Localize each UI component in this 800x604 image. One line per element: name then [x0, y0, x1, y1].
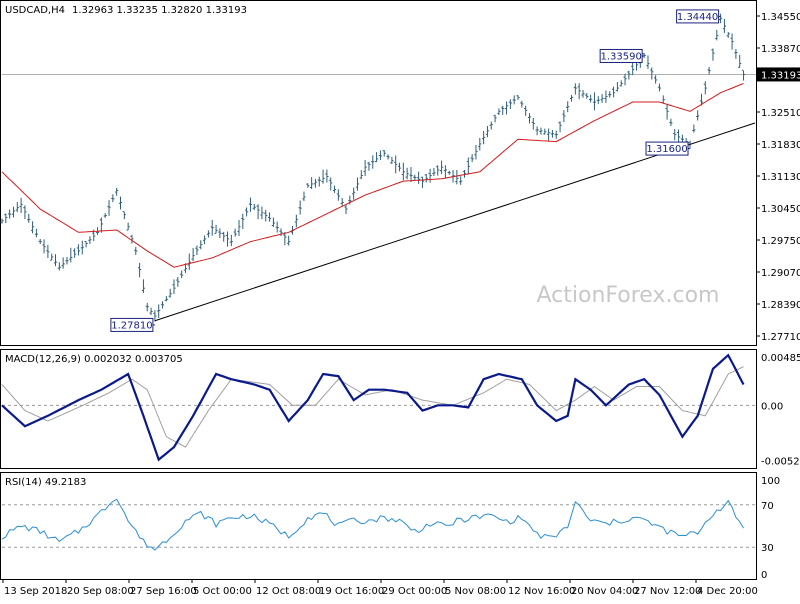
annotation-box: [645, 141, 689, 156]
price-tick-label: 1.27710: [761, 332, 800, 343]
annotation-label: 1.31600: [646, 144, 687, 155]
time-tick-label: 20 Nov 04:00: [571, 586, 638, 597]
annotation-label: 1.27810: [111, 320, 152, 331]
rsi-tick-label: 70: [761, 501, 774, 512]
price-tick-label: 1.29750: [761, 236, 800, 247]
price-layer: 1.34440 1.33590 1.31600 1.27810: [0, 9, 756, 332]
macd-signal-line: [1, 366, 744, 448]
price-tick-label: 1.34550: [761, 12, 800, 23]
time-tick-label: 20 Sep 08:00: [67, 586, 134, 597]
time-tick-label: 5 Nov 08:00: [445, 586, 506, 597]
time-tick-label: 13 Sep 2018: [4, 586, 67, 597]
time-tick-label: 29 Oct 00:00: [382, 586, 447, 597]
macd-tick-label: -0.005284: [761, 457, 800, 468]
symbol-label: USDCAD,H4: [5, 5, 65, 16]
annotation-label: 1.34440: [677, 12, 718, 23]
macd-panel: [0, 349, 757, 469]
current-price-label: 1.33193: [761, 70, 800, 81]
price-tick-label: 1.33870: [761, 44, 800, 55]
axis-layer: 1.34550 1.33870 1.33193 1.32510 1.31830 1.311…: [2, 12, 800, 597]
macd-tick-label: 0.00: [761, 401, 783, 412]
time-tick-label: 12 Oct 08:00: [256, 586, 321, 597]
time-tick-label: 27 Nov 12:00: [634, 586, 701, 597]
moving-average-line: [1, 82, 744, 268]
time-tick-label: 4 Dec 20:00: [697, 586, 758, 597]
macd-line: [1, 353, 745, 462]
macd-title: MACD(12,26,9) 0.002032 0.003705: [5, 354, 183, 365]
price-tick-label: 1.30450: [761, 204, 800, 215]
annotation-box: [110, 317, 154, 332]
time-tick-label: 12 Nov 16:00: [508, 586, 575, 597]
rsi-layer: [1, 498, 756, 551]
macd-tick-label: 0.004853: [761, 353, 800, 364]
price-tick-label: 1.31130: [761, 172, 800, 183]
price-tick-label: 1.29070: [761, 268, 800, 279]
rsi-tick-label: 0: [761, 570, 767, 581]
rsi-tick-label: 100: [761, 476, 780, 487]
rsi-tick-label: 30: [761, 543, 774, 554]
current-price-box: [757, 67, 800, 82]
time-tick-label: 27 Sep 16:00: [130, 586, 197, 597]
price-tick-label: 1.32510: [761, 108, 800, 119]
price-tick-label: 1.28390: [761, 300, 800, 311]
price-tick-label: 1.31830: [761, 140, 800, 151]
annotation-box: [599, 48, 643, 63]
rsi-title: RSI(14) 49.2183: [5, 477, 86, 488]
annotation-label: 1.33590: [600, 51, 641, 62]
time-tick-label: 19 Oct 16:00: [319, 586, 384, 597]
watermark: ActionForex.com: [537, 283, 720, 308]
time-tick-label: 5 Oct 00:00: [193, 586, 252, 597]
trendline: [154, 122, 756, 322]
ohlc-label: 1.32963 1.33235 1.32820 1.33193: [72, 5, 247, 16]
rsi-line: [1, 498, 744, 551]
annotation-box: [676, 9, 720, 24]
rsi-panel: [0, 472, 757, 580]
macd-layer: [1, 353, 756, 462]
